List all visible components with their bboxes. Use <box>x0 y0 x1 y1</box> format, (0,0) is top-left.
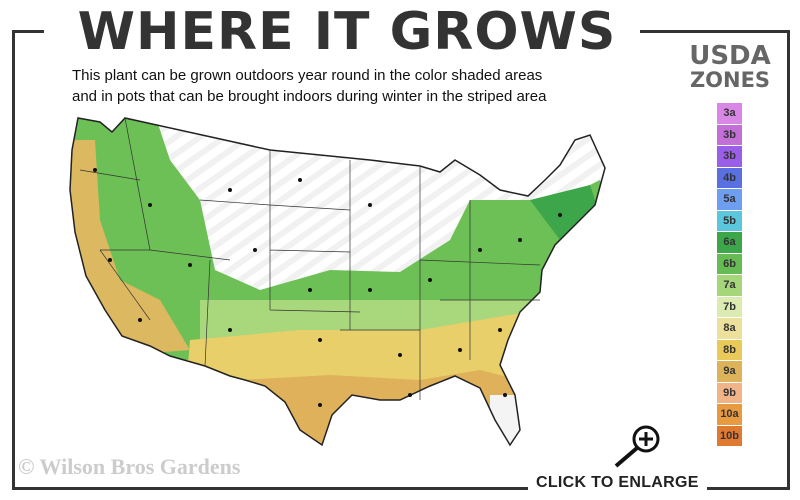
legend-zone-4b: 4b <box>717 167 742 188</box>
legend-zone-3b: 3b <box>717 124 742 145</box>
zone-region-green <box>70 118 605 360</box>
city-dots <box>93 168 562 407</box>
legend-zone-7a: 7a <box>717 275 742 296</box>
legend-zone-6a: 6a <box>717 232 742 253</box>
frame-top-right <box>640 30 790 33</box>
frame-bottom <box>12 487 790 490</box>
click-to-enlarge-button[interactable]: CLICK TO ENLARGE <box>528 474 707 492</box>
usda-zone-legend: 3a 3b 3b 4b 5a 5b 6a 6b 7a 7b 8a 8b 9a 9b 10a 10b <box>717 103 742 447</box>
frame-top-left <box>12 30 44 33</box>
legend-title: USDA ZONES <box>680 41 780 92</box>
legend-zone-3a: 3a <box>717 103 742 124</box>
legend-zone-5a: 5a <box>717 189 742 210</box>
subtitle: This plant can be grown outdoors year ro… <box>72 65 546 107</box>
legend-zone-3b: 3b <box>717 146 742 167</box>
legend-title-line-1: USDA <box>689 41 771 71</box>
legend-zone-5b: 5b <box>717 210 742 231</box>
copyright-watermark: © Wilson Bros Gardens <box>18 454 241 479</box>
legend-zone-8a: 8a <box>717 318 742 339</box>
legend-zone-10a: 10a <box>717 404 742 425</box>
us-outline <box>69 117 606 447</box>
legend-zone-6b: 6b <box>717 253 742 274</box>
page-title: WHERE IT GROWS <box>77 2 617 62</box>
frame-right <box>787 30 790 490</box>
zone-region-northeast-green <box>530 185 600 240</box>
legend-zone-9b: 9b <box>717 382 742 403</box>
frame-left <box>12 30 15 490</box>
subtitle-line-2: and in pots that can be brought indoors … <box>72 88 547 105</box>
state-borders <box>79 117 541 400</box>
subtitle-line-1: This plant can be grown outdoors year ro… <box>72 67 543 84</box>
legend-zone-8b: 8b <box>717 339 742 360</box>
legend-zone-10b: 10b <box>717 425 742 446</box>
magnifier-plus-icon[interactable] <box>608 424 664 468</box>
legend-title-line-2: ZONES <box>689 68 771 92</box>
legend-zone-7b: 7b <box>717 296 742 317</box>
legend-zone-9a: 9a <box>717 361 742 382</box>
zone-region-gulf <box>230 370 530 445</box>
